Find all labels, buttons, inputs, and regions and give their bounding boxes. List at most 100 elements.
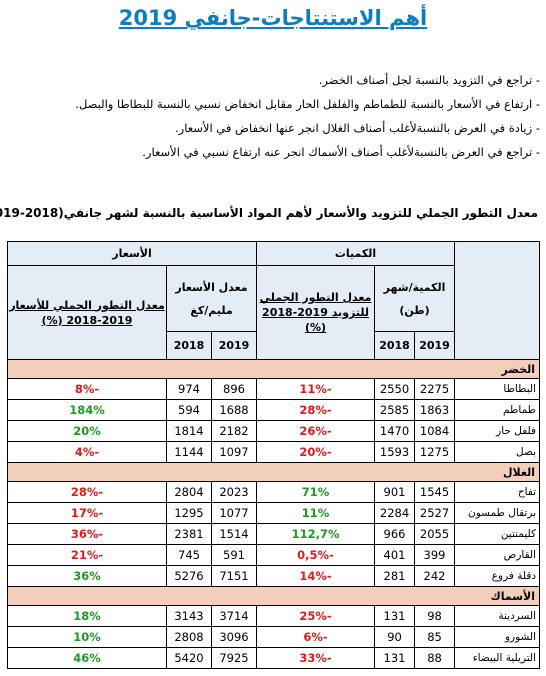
- price-2018-cell: 974: [166, 378, 212, 400]
- qty-rate-cell: -25%: [255, 605, 376, 627]
- price-2019-cell: 2023: [211, 481, 257, 503]
- qty-2019-cell: 1084: [414, 420, 456, 442]
- qty-month-label: الكمية/شهر: [383, 280, 446, 294]
- qty-unit-label: (طن): [399, 303, 430, 317]
- price-rate-cell: -28%: [7, 481, 167, 503]
- price-2019-cell: 1514: [211, 523, 257, 545]
- qty-2019-cell: 2055: [414, 523, 456, 545]
- qty-2018-cell: 1593: [374, 441, 416, 463]
- qty-2018-cell: 131: [374, 605, 416, 627]
- price-2019-cell: 7925: [211, 647, 257, 669]
- year-2018-header: 2018: [166, 331, 212, 360]
- bullet-item: - تراجع في التزويد بالنسبة لجل أصناف الخ…: [318, 73, 540, 87]
- price-2018-cell: 5420: [166, 647, 212, 669]
- price-2019-cell: 1097: [211, 441, 257, 463]
- qty-2018-cell: 90: [374, 626, 416, 648]
- table-row: برتقال طمسون 2527 2284 11% 1077 1295 -17%: [7, 502, 541, 524]
- price-rate-cell: 36%: [7, 565, 167, 587]
- qty-rate-cell: -0,5%: [255, 544, 376, 566]
- price-rate-header: معدل التطور الجملي للأسعار 2019-2018 (%): [7, 265, 167, 360]
- price-2019-cell: 2182: [211, 420, 257, 442]
- qty-2018-cell: 1470: [374, 420, 416, 442]
- bullet-item: - تراجع في العرض بالنسبةلأغلب أصناف الأس…: [142, 145, 540, 159]
- price-unit-label: مليم/كغ: [190, 303, 233, 317]
- price-2018-cell: 594: [166, 399, 212, 421]
- quantities-header: الكميات: [255, 241, 456, 266]
- product-cell: كليمنتين: [454, 523, 541, 545]
- qty-2019-cell: 2527: [414, 502, 456, 524]
- qty-2018-cell: 401: [374, 544, 416, 566]
- section-label: الغلال: [6, 462, 541, 482]
- price-rate-cell: 18%: [7, 605, 167, 627]
- product-cell: تفاح: [454, 481, 541, 503]
- year-2019-header: 2019: [211, 331, 257, 360]
- product-cell: فلفل حار: [454, 420, 541, 442]
- product-header: [454, 241, 541, 360]
- qty-2019-cell: 2275: [414, 378, 456, 400]
- price-2018-cell: 2381: [166, 523, 212, 545]
- price-rate-cell: 20%: [7, 420, 167, 442]
- section-row: الأسماك: [6, 586, 541, 606]
- price-rate-cell: 10%: [7, 626, 167, 648]
- qty-rate-cell: -20%: [255, 441, 376, 463]
- price-rate-cell: -36%: [7, 523, 167, 545]
- price-2018-cell: 745: [166, 544, 212, 566]
- table-row: الشورو 85 90 -6% 3096 2808 10%: [7, 626, 541, 648]
- price-2018-cell: 1295: [166, 502, 212, 524]
- qty-2018-cell: 966: [374, 523, 416, 545]
- table-title: معدل التطور الجملي للتزويد والأسعار لأهم…: [0, 206, 538, 220]
- price-2019-cell: 1688: [211, 399, 257, 421]
- qty-rate-header: معدل التطور الجملي للتزويد 2019-2018 (%): [255, 265, 376, 360]
- table-row: فلفل حار 1084 1470 -26% 2182 1814 20%: [7, 420, 541, 442]
- table-row: البطاطا 2275 2550 -11% 896 974 -8%: [7, 378, 541, 400]
- qty-2018-cell: 281: [374, 565, 416, 587]
- price-rate-cell: -17%: [7, 502, 167, 524]
- product-cell: البطاطا: [454, 378, 541, 400]
- table-row: طماطم 1863 2585 -28% 1688 594 184%: [7, 399, 541, 421]
- price-rate-cell: 184%: [7, 399, 167, 421]
- price-rate-cell: -8%: [7, 378, 167, 400]
- table-body: الخضر البطاطا 2275 2550 -11% 896 974 -8% طماطم 18…: [6, 359, 541, 669]
- price-avg-header: معدل الأسعار مليم/كغ: [166, 265, 257, 332]
- price-2018-cell: 5276: [166, 565, 212, 587]
- qty-2018-cell: 901: [374, 481, 416, 503]
- qty-2018-cell: 131: [374, 647, 416, 669]
- price-2019-cell: 3714: [211, 605, 257, 627]
- conclusions-list: - تراجع في التزويد بالنسبة لجل أصناف الخ…: [10, 68, 540, 164]
- qty-2018-cell: 2550: [374, 378, 416, 400]
- qty-2019-cell: 1545: [414, 481, 456, 503]
- page-title: أهم الاستنتاجات-جانفي 2019: [118, 6, 428, 30]
- table-row: القارص 399 401 -0,5% 591 745 -21%: [7, 544, 541, 566]
- product-cell: التريلية البيضاء: [454, 647, 541, 669]
- price-2019-cell: 896: [211, 378, 257, 400]
- price-2019-cell: 3096: [211, 626, 257, 648]
- price-2018-cell: 1144: [166, 441, 212, 463]
- section-label: الخضر: [6, 359, 541, 379]
- qty-rate-cell: 112,7%: [255, 523, 376, 545]
- product-cell: طماطم: [454, 399, 541, 421]
- prices-header: الأسعار: [7, 241, 257, 266]
- table-row: السردينة 98 131 -25% 3714 3143 18%: [7, 605, 541, 627]
- product-cell: بصل: [454, 441, 541, 463]
- data-table: الكميات الأسعار الكمية/شهر (طن) معدل الت…: [6, 241, 541, 669]
- qty-2018-cell: 2284: [374, 502, 416, 524]
- price-2019-cell: 7151: [211, 565, 257, 587]
- qty-2019-cell: 399: [414, 544, 456, 566]
- price-2019-cell: 591: [211, 544, 257, 566]
- product-cell: الشورو: [454, 626, 541, 648]
- price-avg-label: معدل الأسعار: [175, 280, 248, 294]
- section-row: الغلال: [6, 462, 541, 482]
- product-cell: برتقال طمسون: [454, 502, 541, 524]
- price-2018-cell: 2808: [166, 626, 212, 648]
- product-cell: السردينة: [454, 605, 541, 627]
- qty-rate-cell: -6%: [255, 626, 376, 648]
- section-row: الخضر: [6, 359, 541, 379]
- qty-month-header: الكمية/شهر (طن): [374, 265, 456, 332]
- qty-rate-cell: -26%: [255, 420, 376, 442]
- section-label: الأسماك: [6, 586, 541, 606]
- table-row: دقلة فروع 242 281 -14% 7151 5276 36%: [7, 565, 541, 587]
- table-row: بصل 1275 1593 -20% 1097 1144 -4%: [7, 441, 541, 463]
- table-row: كليمنتين 2055 966 112,7% 1514 2381 -36%: [7, 523, 541, 545]
- product-cell: القارص: [454, 544, 541, 566]
- bullet-item: - ارتفاع في الأسعار بالنسبة للطماطم والف…: [75, 97, 540, 111]
